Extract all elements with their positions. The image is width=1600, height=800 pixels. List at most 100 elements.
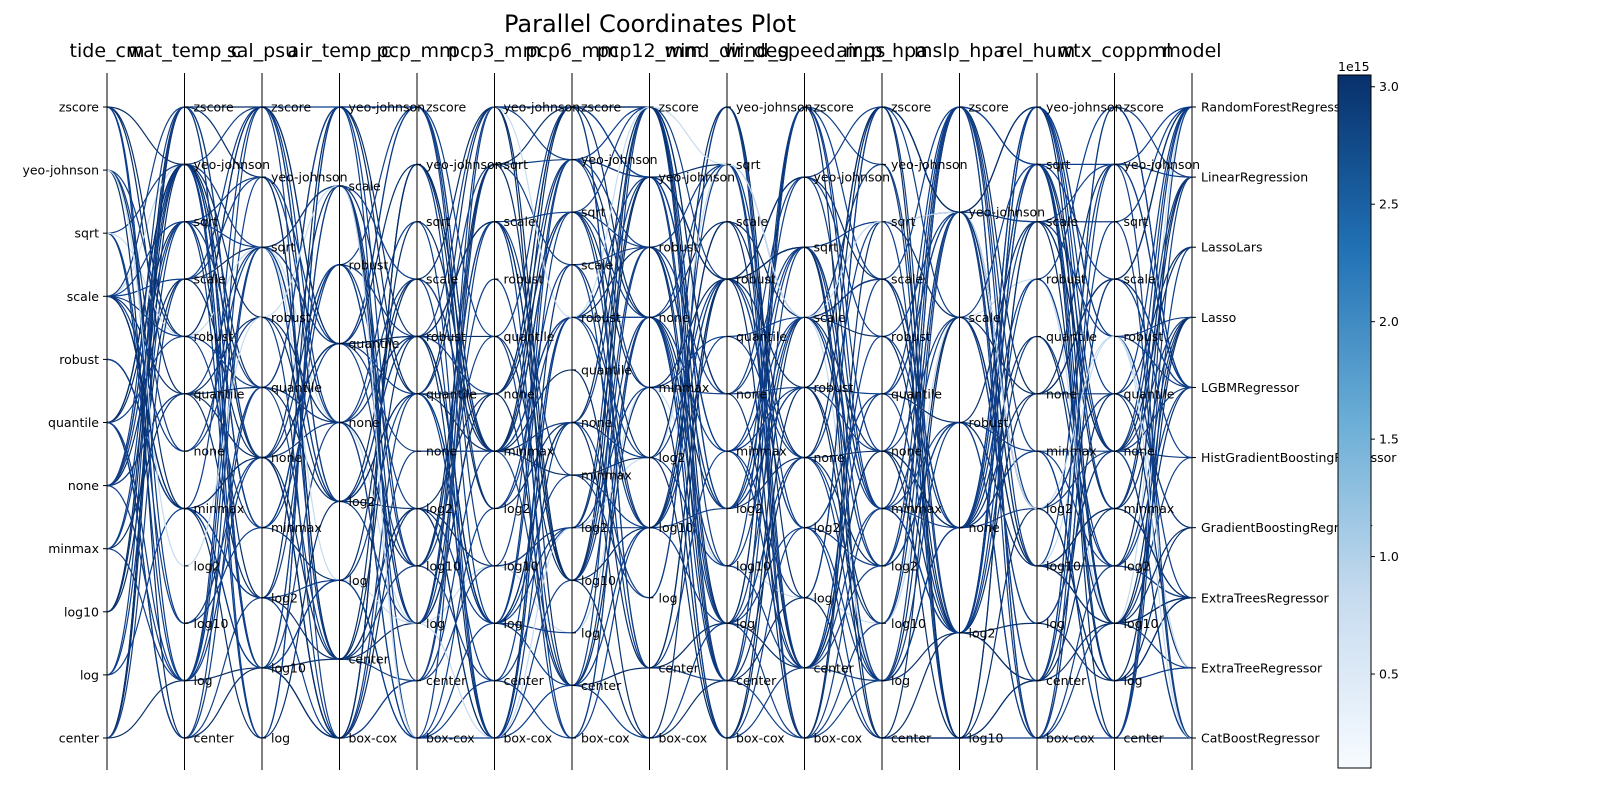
tick-label: box-cox — [349, 731, 398, 746]
tick-label: sqrt — [1046, 157, 1071, 172]
tick-label: center — [814, 660, 855, 675]
tick-label: minmax — [659, 380, 710, 395]
tick-label: log — [194, 673, 213, 688]
tick-label: log10 — [426, 558, 461, 573]
tick-label: box-cox — [504, 731, 553, 746]
tick-label: LinearRegression — [1201, 170, 1308, 185]
tick-label: quantile — [1046, 329, 1097, 344]
axis-title: mslp_hpa — [914, 40, 1005, 62]
tick-label: scale — [1046, 214, 1079, 229]
tick-label: ExtraTreeRegressor — [1201, 660, 1323, 675]
tick-label: center — [891, 731, 932, 746]
tick-label: center — [659, 660, 700, 675]
series-line — [106, 106, 1193, 676]
colorbar-tick-label: 3.0 — [1379, 79, 1399, 94]
tick-label: yeo-johnson — [659, 170, 736, 185]
colorbar-tick-label: 1.0 — [1379, 549, 1399, 564]
tick-label: log — [504, 616, 523, 631]
tick-label: zscore — [814, 100, 854, 115]
tick-label: minmax — [581, 468, 632, 483]
axis-title: tide_cm — [70, 40, 145, 62]
tick-label: log2 — [814, 520, 841, 535]
tick-label: minmax — [504, 444, 555, 459]
tick-label: none — [969, 520, 1000, 535]
tick-label: robust — [59, 352, 99, 367]
tick-label: log10 — [194, 616, 229, 631]
axis-title: sal_psu — [227, 40, 297, 62]
tick-label: minmax — [194, 501, 245, 516]
axis-pcp6_mm: pcp6_mm box-cox center log log10 log2 minmax no… — [525, 40, 658, 770]
series-line — [106, 106, 1193, 739]
tick-label: yeo-johnson — [1046, 100, 1123, 115]
tick-label: scale — [349, 178, 382, 193]
tick-label: log — [349, 573, 368, 588]
axis-air_temp_c: air_temp_c box-cox center log log2 none quanti… — [288, 40, 425, 770]
tick-label: center — [426, 673, 467, 688]
axis-rel_hum: rel_hum box-cox center log log10 log2 minmax no… — [999, 40, 1123, 770]
axis-title: model — [1162, 40, 1221, 62]
tick-label: center — [1124, 731, 1165, 746]
tick-label: sqrt — [891, 214, 916, 229]
colorbar-tick-label: 2.5 — [1379, 197, 1399, 212]
tick-label: log2 — [1046, 501, 1073, 516]
tick-label: yeo-johnson — [271, 170, 348, 185]
tick-label: none — [426, 444, 457, 459]
tick-label: box-cox — [659, 731, 708, 746]
tick-label: sqrt — [271, 240, 296, 255]
tick-label: robust — [349, 257, 389, 272]
tick-label: log2 — [1124, 558, 1151, 573]
tick-label: zscore — [969, 100, 1009, 115]
tick-label: scale — [581, 257, 614, 272]
tick-label: zscore — [426, 100, 466, 115]
tick-label: quantile — [504, 329, 555, 344]
tick-label: yeo-johnson — [814, 170, 891, 185]
tick-label: log — [814, 590, 833, 605]
tick-label: robust — [891, 329, 931, 344]
tick-label: log2 — [349, 494, 376, 509]
axis-title: wind_speed_mps — [724, 40, 886, 62]
axis-title: pcp3_mm — [448, 40, 541, 62]
tick-label: zscore — [891, 100, 931, 115]
series-line — [106, 106, 1193, 739]
series-line — [106, 163, 1193, 739]
axis-pcp3_mm: pcp3_mm box-cox center log log10 log2 minmax no… — [448, 40, 580, 770]
tick-label: scale — [1124, 272, 1157, 287]
tick-label: zscore — [581, 100, 621, 115]
axis-title: wind_dir_deg — [665, 40, 790, 62]
tick-label: log2 — [736, 501, 763, 516]
tick-label: quantile — [48, 415, 99, 430]
tick-label: robust — [271, 310, 311, 325]
tick-label: log10 — [64, 604, 99, 619]
tick-label: log10 — [1124, 616, 1159, 631]
colorbar: 0.5 1.0 1.5 2.0 2.5 3.0 1e15 — [1337, 59, 1399, 769]
tick-label: robust — [814, 380, 854, 395]
series-line — [106, 106, 1193, 739]
tick-label: quantile — [194, 386, 245, 401]
tick-label: box-cox — [814, 731, 863, 746]
tick-label: robust — [194, 329, 234, 344]
tick-label: quantile — [426, 386, 477, 401]
colorbar-tick-label: 1.5 — [1379, 432, 1399, 447]
tick-label: quantile — [1124, 386, 1175, 401]
tick-label: yeo-johnson — [969, 205, 1046, 220]
tick-label: sqrt — [194, 214, 219, 229]
series-line — [106, 106, 1193, 739]
tick-label: sqrt — [504, 157, 529, 172]
tick-label: none — [814, 450, 845, 465]
tick-label: yeo-johnson — [581, 152, 658, 167]
tick-label: yeo-johnson — [1124, 157, 1201, 172]
tick-label: sqrt — [426, 214, 451, 229]
tick-label: box-cox — [426, 731, 475, 746]
tick-label: minmax — [891, 501, 942, 516]
series-line — [106, 106, 1193, 739]
tick-label: quantile — [581, 362, 632, 377]
tick-label: minmax — [1124, 501, 1175, 516]
tick-label: minmax — [271, 520, 322, 535]
series-line — [106, 163, 1193, 739]
tick-label: CatBoostRegressor — [1201, 731, 1321, 746]
tick-label: scale — [814, 310, 847, 325]
tick-label: log — [736, 616, 755, 631]
tick-label: robust — [736, 272, 776, 287]
